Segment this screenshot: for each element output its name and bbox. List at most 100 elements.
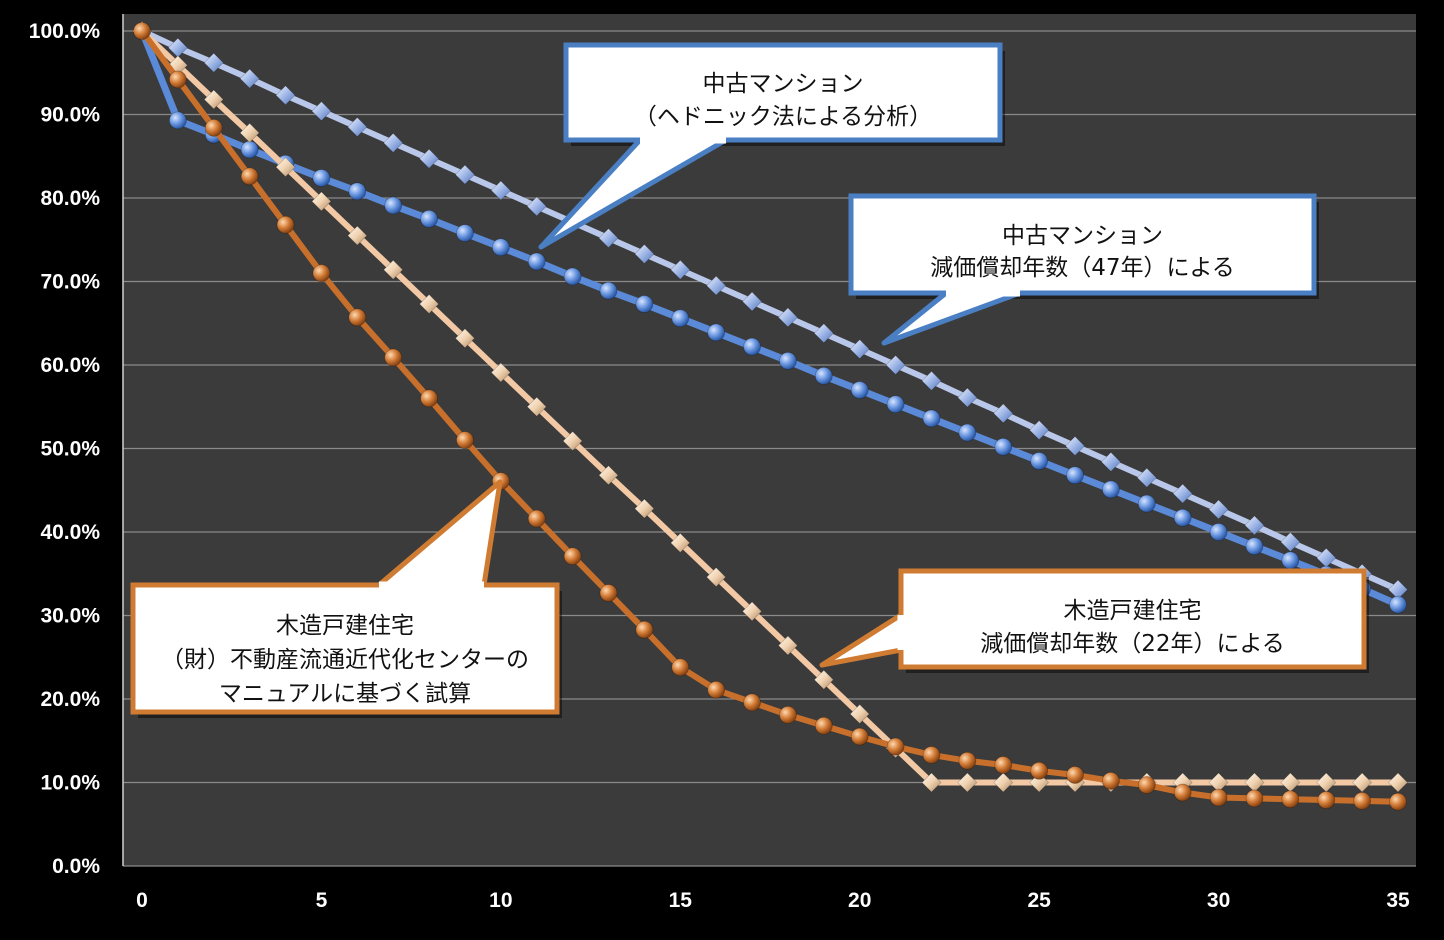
callout-text: （財）不動産流通近代化センターの: [161, 647, 529, 673]
callout-text: 木造戸建住宅: [276, 613, 414, 639]
data-point: [957, 772, 978, 793]
data-point: [813, 669, 834, 690]
series-layer: [131, 20, 1409, 811]
callout-1: 中古マンション （ヘドニック法による分析）: [538, 42, 1005, 250]
data-point: [994, 437, 1013, 456]
data-point: [168, 111, 187, 130]
data-point: [849, 339, 870, 360]
data-point: [741, 291, 763, 312]
data-point: [1137, 776, 1156, 794]
data-point: [239, 68, 260, 89]
data-point: [994, 756, 1013, 774]
data-point: [203, 52, 224, 73]
y-tick-label: 80.0%: [40, 187, 100, 210]
data-point: [526, 396, 547, 417]
x-tick-label: 30: [1207, 889, 1230, 912]
data-point: [420, 389, 438, 408]
data-point: [1102, 480, 1120, 499]
data-point: [563, 267, 582, 286]
data-point: [957, 387, 978, 408]
data-point: [741, 601, 763, 622]
data-point: [527, 509, 546, 528]
data-point: [1281, 790, 1300, 809]
y-tick-label: 10.0%: [40, 772, 100, 795]
data-point: [886, 395, 905, 414]
data-point: [204, 118, 223, 137]
data-point: [885, 354, 906, 376]
data-point: [743, 337, 761, 356]
data-point: [1280, 531, 1301, 553]
y-tick-label: 40.0%: [40, 521, 100, 544]
data-point: [454, 328, 476, 349]
data-point: [1030, 761, 1049, 780]
data-point: [1389, 595, 1407, 614]
data-point: [671, 309, 690, 328]
x-tick-label: 25: [1027, 889, 1051, 912]
data-point: [311, 191, 332, 212]
data-point: [168, 70, 187, 89]
x-tick-label: 5: [316, 889, 328, 912]
x-tick-label: 20: [848, 889, 871, 912]
data-point: [958, 423, 977, 442]
data-point: [1387, 772, 1409, 793]
data-point: [1281, 551, 1300, 570]
data-point: [958, 751, 977, 770]
data-point: [526, 196, 547, 217]
data-point: [1029, 420, 1050, 441]
data-point: [348, 182, 367, 201]
data-point: [814, 366, 833, 385]
y-tick-label: 90.0%: [40, 104, 100, 127]
data-point: [419, 148, 440, 169]
data-point: [635, 620, 654, 639]
data-point: [275, 157, 296, 178]
data-point: [420, 209, 438, 228]
data-point: [383, 132, 404, 153]
x-tick-label: 35: [1386, 889, 1410, 912]
data-point: [563, 547, 582, 566]
callout-text: 減価償却年数（22年）による: [980, 631, 1285, 657]
data-point: [814, 716, 833, 735]
callout-text: 中古マンション: [703, 71, 864, 97]
data-point: [490, 362, 511, 383]
data-point: [348, 308, 367, 327]
plot-area: [123, 14, 1416, 866]
data-point: [312, 169, 331, 187]
data-point: [670, 532, 691, 553]
data-point: [456, 224, 474, 242]
data-point: [598, 228, 619, 249]
data-point: [1245, 537, 1264, 556]
data-point: [240, 140, 259, 159]
data-point: [777, 307, 799, 328]
data-point: [1137, 494, 1156, 513]
data-point: [993, 772, 1014, 793]
data-point: [706, 567, 727, 588]
data-point: [384, 196, 403, 215]
data-point: [777, 635, 799, 656]
data-point: [1209, 788, 1228, 807]
data-point: [634, 498, 655, 519]
y-tick-label: 100.0%: [29, 20, 101, 43]
data-point: [562, 430, 583, 452]
data-point: [1173, 783, 1192, 802]
data-point: [384, 348, 403, 367]
data-point: [598, 465, 619, 486]
data-point: [634, 243, 655, 265]
data-point: [1209, 523, 1228, 541]
y-tick-label: 70.0%: [40, 271, 100, 294]
callout-box: [898, 568, 1367, 670]
callout-text: 中古マンション: [1002, 223, 1163, 249]
data-point: [922, 409, 941, 428]
data-point: [312, 264, 331, 283]
data-point: [743, 693, 761, 712]
data-point: [1352, 772, 1373, 793]
y-tick-label: 30.0%: [40, 605, 100, 628]
x-tick-label: 0: [136, 889, 148, 912]
x-axis-ticks: 0 5 10 15 20 25 30 35: [136, 889, 1410, 912]
data-point: [1066, 766, 1084, 784]
data-point: [849, 703, 870, 725]
y-tick-label: 60.0%: [40, 354, 100, 377]
